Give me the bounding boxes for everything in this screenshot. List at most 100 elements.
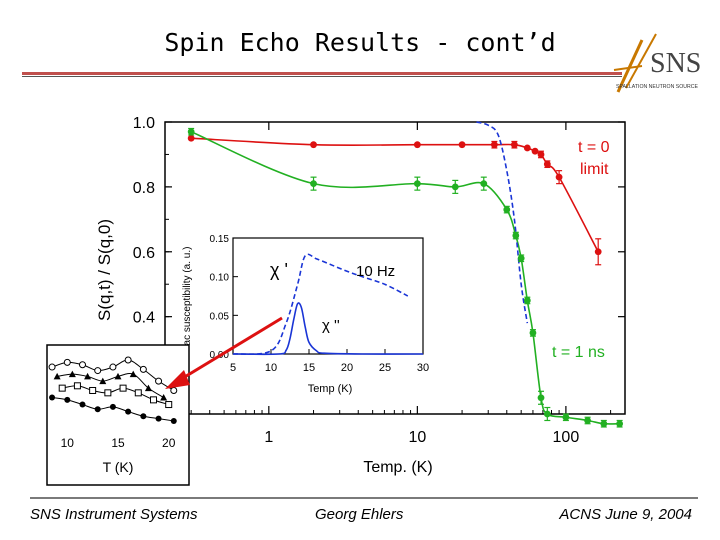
main-data-point	[584, 417, 591, 424]
main-y-tick-label: 0.8	[133, 180, 155, 197]
main-x-axis-label: Temp. (K)	[363, 459, 432, 476]
main-data-point	[451, 183, 459, 191]
legend-t0-line1: t = 0	[578, 139, 610, 156]
inset-x-tick-label: 30	[417, 362, 429, 374]
main-data-point	[512, 232, 520, 239]
zoom-point	[84, 372, 92, 380]
main-data-point	[480, 180, 488, 188]
slide-title: Spin Echo Results - cont’d	[164, 28, 556, 57]
zoom-point	[165, 401, 173, 409]
zoom-point	[129, 370, 137, 378]
inset-x-axis-label: Temp (K)	[308, 383, 353, 395]
main-data-point	[458, 141, 466, 149]
main-data-point	[310, 141, 317, 149]
inset-series-line-1	[232, 302, 424, 356]
zoom-point	[63, 358, 71, 366]
zoom-point	[94, 367, 102, 375]
main-data-point	[594, 248, 602, 256]
chi-prime-label: χ '	[270, 260, 288, 280]
inset-background	[178, 228, 430, 378]
title-rule-thin	[22, 76, 622, 77]
zoom-point	[104, 389, 112, 397]
main-y-tick-label: 1.0	[133, 115, 155, 132]
main-data-point	[187, 128, 195, 136]
zoom-point	[119, 384, 127, 392]
inset-x-tick-label: 5	[230, 362, 236, 374]
footer-rule	[30, 497, 698, 499]
main-data-point	[616, 420, 624, 428]
inset-x-tick-label: 25	[379, 362, 391, 374]
footer-right: ACNS June 9, 2004	[559, 506, 692, 523]
zoom-point	[64, 396, 71, 403]
main-data-point	[517, 254, 525, 262]
main-data-point	[187, 134, 195, 142]
logo-text: SNS	[650, 48, 701, 79]
zoom-point	[139, 365, 147, 373]
inset-x-tick-label: 15	[303, 362, 315, 374]
inset-y-tick-label: 0.15	[210, 234, 230, 245]
zoom-arrow	[177, 316, 283, 383]
main-data-point	[413, 180, 421, 188]
main-data-point	[531, 147, 539, 155]
main-x-ticks: 1 10 100	[190, 122, 612, 446]
zoom-point	[73, 382, 81, 390]
main-data-point	[503, 206, 511, 214]
zoom-point	[155, 415, 162, 422]
chi-double-prime-label: χ ''	[322, 317, 340, 334]
inset-series-line-0	[232, 253, 409, 355]
zoom-point	[160, 394, 168, 401]
main-x-tick-label: 10	[408, 429, 426, 446]
inset-y-tick-label: 0.05	[210, 311, 230, 322]
logo-subtext: SPALLATION NEUTRON SOURCE	[616, 84, 698, 90]
main-y-axis-label: S(q,t) / S(q,0)	[95, 219, 114, 321]
main-data-point	[523, 144, 531, 152]
zoom-x-tick-label: 10	[61, 436, 75, 450]
zoom-point	[134, 389, 142, 397]
main-data-point	[413, 141, 421, 149]
zoom-x-ticks: 10 15 20	[61, 436, 176, 450]
main-y-ticks: 0.4 0.6 0.8 1.0	[133, 115, 625, 383]
zoom-point	[155, 377, 163, 385]
zoom-arrow-head	[165, 370, 190, 389]
zoom-x-tick-label: 20	[162, 436, 176, 450]
main-data-point	[562, 413, 570, 421]
zoom-point	[144, 384, 152, 392]
main-data-point	[537, 394, 545, 402]
inset-x-tick-label: 10	[265, 362, 277, 374]
zoom-point	[170, 386, 178, 394]
sns-logo: SNS SPALLATION NEUTRON SOURCE	[612, 30, 708, 100]
zoom-point	[125, 408, 132, 415]
legend-t1ns: t = 1 ns	[552, 344, 605, 361]
main-data-point	[537, 151, 545, 158]
main-y-tick-label: 0.4	[133, 310, 155, 327]
inset-y-tick-label: 0.10	[210, 273, 230, 284]
zoom-x-axis-label: T (K)	[103, 459, 134, 475]
main-x-tick-label: 1	[264, 429, 273, 446]
zoom-x-tick-label: 15	[111, 436, 125, 450]
zoom-point	[170, 417, 177, 424]
footer-center: Georg Ehlers	[315, 506, 404, 523]
main-y-tick-label: 0.6	[133, 245, 155, 262]
zoom-point	[79, 401, 86, 408]
inset-x-ticks: 5 10 15 20 25 30	[230, 349, 429, 374]
inset-x-tick-label: 20	[341, 362, 353, 374]
zoom-point	[150, 396, 157, 404]
zoom-point	[109, 363, 117, 371]
zoom-point	[140, 413, 147, 420]
zoom-point	[94, 406, 101, 413]
zoom-point	[49, 394, 56, 401]
main-data-point	[555, 173, 563, 181]
main-data-point	[310, 180, 317, 188]
zoom-point	[53, 372, 61, 380]
main-data-point	[510, 141, 518, 149]
main-data-point	[523, 297, 531, 304]
zoom-point	[99, 377, 107, 385]
main-points	[187, 127, 624, 428]
main-series-line-2	[476, 121, 529, 324]
main-data-point	[543, 410, 551, 418]
main-x-tick-label: 100	[553, 429, 580, 446]
zoom-point	[48, 363, 56, 371]
main-data-point	[490, 141, 498, 149]
zoom-points	[48, 356, 178, 424]
